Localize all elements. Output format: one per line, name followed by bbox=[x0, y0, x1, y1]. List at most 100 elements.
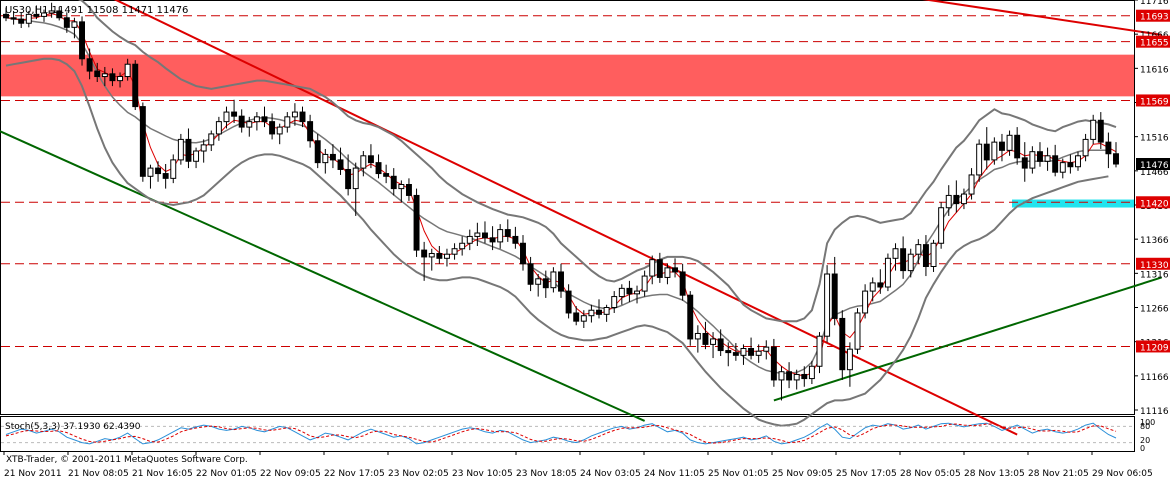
candle bbox=[710, 332, 717, 359]
candle-body-down bbox=[725, 350, 732, 354]
candle bbox=[1059, 158, 1066, 179]
candle bbox=[124, 58, 131, 81]
candle bbox=[679, 263, 686, 301]
stochastic-tick-label: 80 bbox=[1140, 422, 1150, 431]
candle bbox=[1067, 154, 1074, 174]
candle-body-down bbox=[413, 194, 420, 251]
candle-body-up bbox=[991, 141, 998, 161]
candle bbox=[922, 235, 929, 277]
candle bbox=[854, 308, 861, 354]
candle bbox=[672, 258, 679, 278]
candle-body-up bbox=[793, 373, 800, 381]
candle bbox=[466, 229, 473, 251]
level-marker bbox=[1136, 35, 1170, 48]
uptrend-line bbox=[773, 276, 1162, 402]
candle-body-down bbox=[900, 248, 907, 272]
candle bbox=[535, 274, 542, 297]
candle-body-up bbox=[276, 126, 283, 135]
price-tick-label: 11116 bbox=[1140, 407, 1169, 417]
candle bbox=[10, 10, 17, 25]
candle-body-down bbox=[345, 168, 352, 190]
candle-body-down bbox=[1097, 119, 1104, 143]
resistance-zone bbox=[1, 54, 1134, 97]
candle-body-down bbox=[405, 184, 412, 196]
candle bbox=[3, 7, 9, 22]
candle-body-down bbox=[626, 287, 633, 295]
candle-body-up bbox=[816, 335, 823, 367]
candle bbox=[185, 128, 192, 169]
candle-body-down bbox=[801, 373, 808, 380]
candle bbox=[101, 66, 108, 87]
candle-body-down bbox=[542, 278, 549, 289]
candle-body-up bbox=[938, 207, 945, 244]
candle-body-up bbox=[763, 346, 770, 352]
candle-body-down bbox=[132, 63, 139, 108]
candle-body-up bbox=[428, 253, 435, 258]
price-tick-label: 11716 bbox=[1140, 0, 1169, 7]
candle-body-down bbox=[702, 332, 709, 345]
candle-body-up bbox=[1044, 155, 1051, 162]
candle bbox=[223, 106, 230, 129]
candle-body-up bbox=[352, 167, 359, 190]
candle-body-down bbox=[482, 232, 488, 239]
candle-body-up bbox=[634, 290, 640, 295]
candle-body-up bbox=[170, 159, 177, 179]
candle-body-up bbox=[1090, 119, 1097, 140]
time-axis: 21 Nov 2011 21 Nov 08:05 21 Nov 16:05 22 No… bbox=[3, 451, 1153, 479]
candle-body-down bbox=[558, 271, 564, 292]
candle bbox=[360, 151, 367, 177]
candle-body-down bbox=[831, 273, 838, 319]
candle-body-up bbox=[25, 13, 32, 24]
candle-body-up bbox=[208, 133, 215, 146]
candle bbox=[938, 202, 945, 249]
candle-body-down bbox=[56, 10, 63, 19]
current-price-marker bbox=[1136, 158, 1170, 170]
candle-body-down bbox=[329, 153, 336, 161]
candle bbox=[702, 321, 709, 350]
candle-body-up bbox=[459, 242, 466, 250]
candle-body-down bbox=[573, 312, 580, 322]
candle-body-up bbox=[968, 174, 975, 195]
candle-body-up bbox=[291, 111, 298, 118]
candle-body-down bbox=[94, 70, 101, 78]
level-marker-label: 11330 bbox=[1140, 261, 1169, 271]
candle-body-down bbox=[672, 267, 679, 273]
candle-body-up bbox=[398, 184, 405, 190]
candle-body-down bbox=[337, 159, 344, 170]
candle-body-up bbox=[907, 253, 914, 272]
candle-body-down bbox=[63, 17, 70, 28]
level-marker bbox=[1136, 257, 1170, 270]
candle-body-down bbox=[1014, 134, 1021, 159]
candle bbox=[299, 106, 306, 128]
candle bbox=[383, 164, 390, 184]
candle bbox=[770, 338, 777, 387]
candle bbox=[778, 366, 785, 401]
candle-body-down bbox=[687, 294, 694, 340]
candle bbox=[405, 178, 412, 201]
bollinger-lower-band bbox=[5, 57, 1109, 427]
candle bbox=[725, 342, 732, 367]
candle-body-up bbox=[915, 244, 922, 255]
candle bbox=[94, 62, 101, 82]
candle bbox=[352, 162, 359, 216]
candle-body-up bbox=[603, 307, 610, 315]
candle-body-down bbox=[520, 242, 526, 265]
candle bbox=[953, 180, 960, 213]
time-tick-label: 25 Nov 01:05 bbox=[708, 469, 769, 479]
candle-body-up bbox=[854, 312, 861, 350]
time-tick-label: 28 Nov 05:05 bbox=[900, 469, 961, 479]
candle-body-up bbox=[808, 365, 815, 380]
candle bbox=[717, 329, 724, 357]
candle bbox=[824, 265, 831, 343]
candle-body-up bbox=[1006, 134, 1013, 151]
candle bbox=[428, 248, 435, 271]
candle bbox=[398, 180, 405, 203]
candle bbox=[907, 248, 914, 278]
candle bbox=[375, 154, 382, 179]
price-tick-label: 11166 bbox=[1140, 373, 1169, 383]
candle-body-down bbox=[717, 338, 724, 352]
candle-body-down bbox=[436, 253, 443, 259]
candle bbox=[930, 239, 937, 272]
